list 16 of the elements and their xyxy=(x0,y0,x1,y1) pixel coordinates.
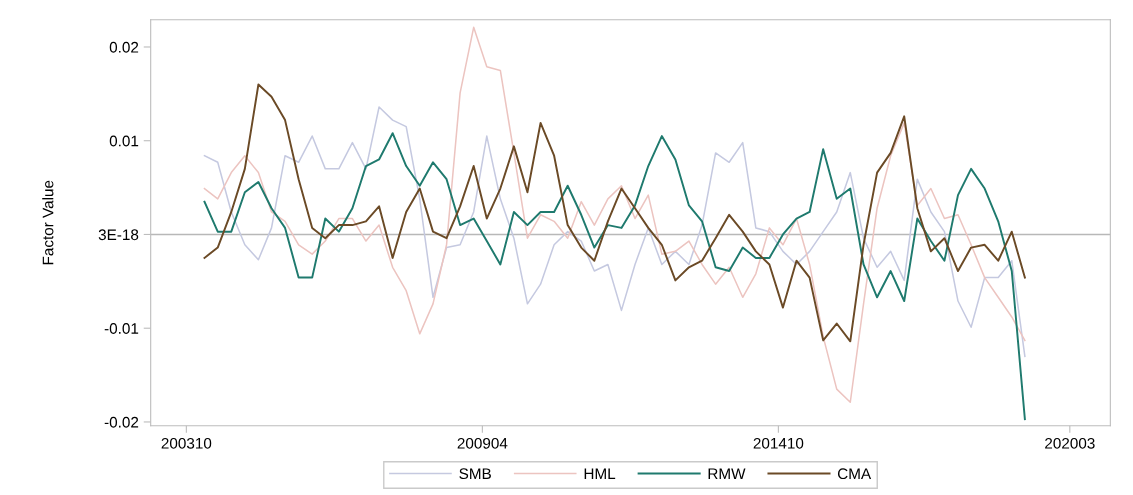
y-tick-label: 3E-18 xyxy=(98,229,139,241)
y-tick-label: 0.01 xyxy=(109,135,139,147)
y-tick-label: 0.02 xyxy=(109,41,139,53)
x-tick-label: 202003 xyxy=(1045,437,1095,449)
x-tick-label: 201410 xyxy=(753,437,804,449)
legend-label: RMW xyxy=(708,468,746,479)
legend-label: HML xyxy=(584,468,616,479)
legend-label: SMB xyxy=(459,468,491,480)
x-tick-label: 200904 xyxy=(457,437,508,449)
y-axis-title: Factor Value xyxy=(42,180,54,265)
legend-label: CMA xyxy=(837,468,872,480)
line-series xyxy=(203,26,1026,404)
x-tick-label: 200310 xyxy=(161,437,212,449)
y-tick-label: -0.01 xyxy=(104,323,139,334)
line-series xyxy=(203,132,1026,421)
y-tick-label: -0.02 xyxy=(104,416,139,428)
